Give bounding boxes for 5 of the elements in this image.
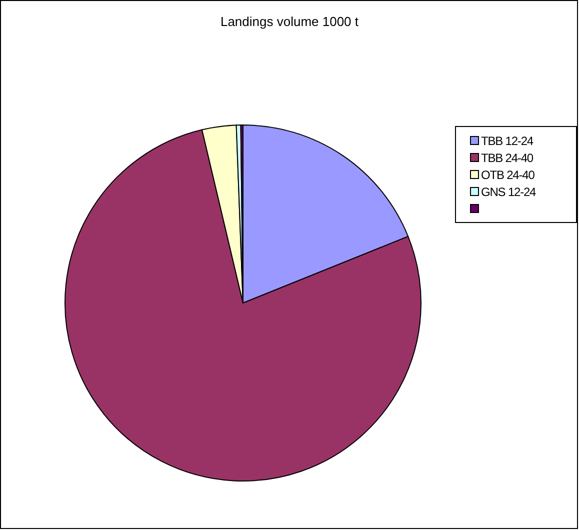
legend-label: OTB 24-40 xyxy=(481,168,534,182)
legend-label: TBB 24-40 xyxy=(481,150,533,164)
legend-label: TBB 12-24 xyxy=(481,134,533,148)
legend-label: GNS 12-24 xyxy=(481,184,536,198)
chart-title: Landings volume 1000 t xyxy=(220,14,359,29)
